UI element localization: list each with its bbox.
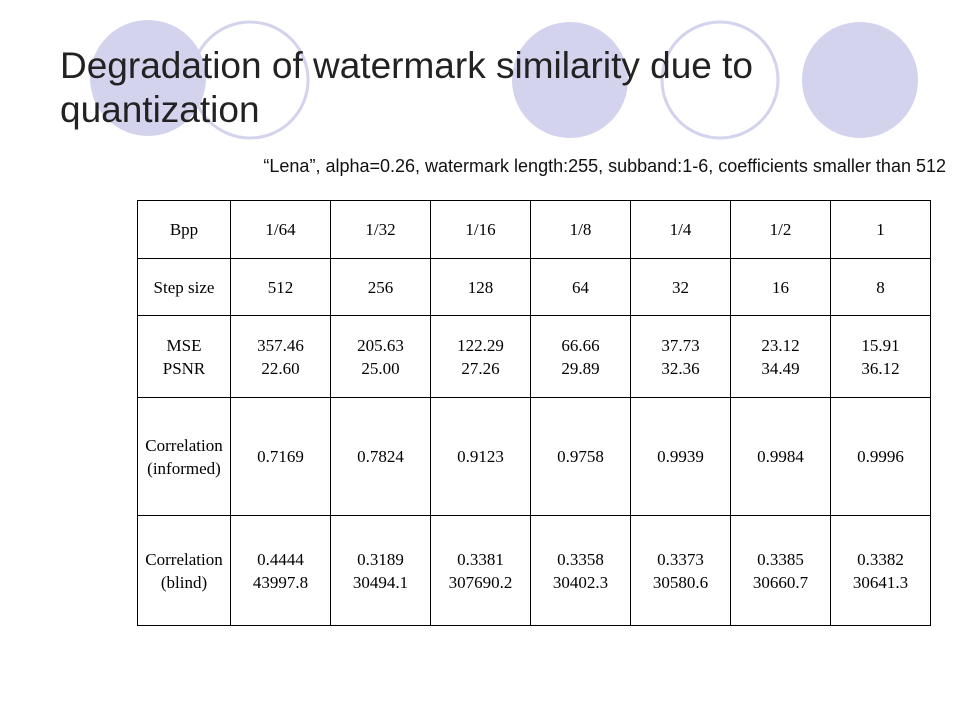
- cell-line: 0.4444: [257, 549, 304, 569]
- table-cell: 1/64: [230, 200, 331, 259]
- table-cell: 37.73 32.36: [630, 315, 731, 398]
- cell-line: 66.66: [561, 335, 600, 355]
- cell-line: 205.63: [357, 335, 404, 355]
- cell-line: 15.91: [861, 335, 900, 355]
- table-cell: 0.3382 30641.3: [830, 515, 931, 626]
- table-cell: 0.9984: [730, 397, 831, 516]
- table-cell: 0.7824: [330, 397, 431, 516]
- table-cell: 66.66 29.89: [530, 315, 631, 398]
- cell-line: 27.26: [461, 358, 500, 378]
- title: Degradation of watermark similarity due …: [60, 45, 754, 130]
- table-cell: 16: [730, 258, 831, 316]
- cell-line: 22.60: [261, 358, 300, 378]
- table-cell: 32: [630, 258, 731, 316]
- cell-line: 0.3358: [557, 549, 604, 569]
- table-cell: 1/16: [430, 200, 531, 259]
- table-cell: 23.12 34.49: [730, 315, 831, 398]
- cell-line: 32.36: [661, 358, 700, 378]
- cell-line: 0.3382: [857, 549, 904, 569]
- circle: [660, 20, 780, 140]
- cell-line: 0.3381: [457, 549, 504, 569]
- row-header: Bpp: [137, 200, 231, 259]
- cell-line: 37.73: [661, 335, 700, 355]
- cell-line: 357.46: [257, 335, 304, 355]
- cell-line: 30660.7: [752, 572, 809, 592]
- table-cell: 0.9758: [530, 397, 631, 516]
- cell-line: 30580.6: [652, 572, 709, 592]
- row-header: Correlation (informed): [137, 397, 231, 516]
- circle: [512, 22, 628, 138]
- table-row: Correlation (informed) 0.7169 0.7824 0.9123…: [137, 397, 931, 516]
- cell-line: 34.49: [761, 358, 800, 378]
- cell-line: 0.3189: [357, 549, 404, 569]
- table-cell: 1/4: [630, 200, 731, 259]
- table-cell: 64: [530, 258, 631, 316]
- cell-line: 36.12: [861, 358, 900, 378]
- cell-line: MSE: [166, 335, 202, 355]
- circle: [90, 20, 206, 136]
- cell-line: 23.12: [761, 335, 800, 355]
- table-cell: 256: [330, 258, 431, 316]
- decoration: [90, 20, 918, 140]
- table-row: Step size 512 256 128 64 32 16 8: [137, 258, 931, 316]
- cell-line: PSNR: [162, 358, 206, 378]
- table-cell: 0.3189 30494.1: [330, 515, 431, 626]
- table-cell: 0.3373 30580.6: [630, 515, 731, 626]
- table-cell: 0.3381 307690.2: [430, 515, 531, 626]
- cell-line: 122.29: [457, 335, 504, 355]
- table-cell: 0.4444 43997.8: [230, 515, 331, 626]
- table-row: Bpp 1/64 1/32 1/16 1/8 1/4 1/2 1: [137, 200, 931, 259]
- table-cell: 0.9996: [830, 397, 931, 516]
- table-cell: 0.9123: [430, 397, 531, 516]
- cell-line: 307690.2: [448, 572, 513, 592]
- table-cell: 1/8: [530, 200, 631, 259]
- table-cell: 0.7169: [230, 397, 331, 516]
- table-cell: 1/2: [730, 200, 831, 259]
- row-header: Correlation (blind): [137, 515, 231, 626]
- table-cell: 122.29 27.26: [430, 315, 531, 398]
- table-cell: 15.91 36.12: [830, 315, 931, 398]
- table-cell: 0.9939: [630, 397, 731, 516]
- table-cell: 205.63 25.00: [330, 315, 431, 398]
- table-cell: 1/32: [330, 200, 431, 259]
- circle: [190, 20, 310, 140]
- cell-line: 43997.8: [252, 572, 309, 592]
- cell-line: 0.3373: [657, 549, 704, 569]
- circle: [802, 22, 918, 138]
- subtitle: “Lena”, alpha=0.26, watermark length:255…: [263, 156, 946, 176]
- cell-line: 30494.1: [352, 572, 409, 592]
- table-cell: 0.3385 30660.7: [730, 515, 831, 626]
- table-cell: 1: [830, 200, 931, 259]
- table-cell: 0.3358 30402.3: [530, 515, 631, 626]
- table: Bpp 1/64 1/32 1/16 1/8 1/4 1/2 1 Step size 512 256…: [137, 200, 931, 626]
- cell-line: 0.3385: [757, 549, 804, 569]
- table-cell: 8: [830, 258, 931, 316]
- table-row: Correlation (blind) 0.4444 43997.8 0.3189 30…: [137, 515, 931, 626]
- row-header: MSE PSNR: [137, 315, 231, 398]
- table-cell: 128: [430, 258, 531, 316]
- row-header: Step size: [137, 258, 231, 316]
- cell-line: 30641.3: [852, 572, 909, 592]
- cell-line: 30402.3: [552, 572, 609, 592]
- cell-line: 29.89: [561, 358, 600, 378]
- cell-line: 25.00: [361, 358, 400, 378]
- table-cell: 357.46 22.60: [230, 315, 331, 398]
- table-row: MSE PSNR 357.46 22.60 205.63 25.00 122.29 27.26…: [137, 315, 931, 398]
- table-cell: 512: [230, 258, 331, 316]
